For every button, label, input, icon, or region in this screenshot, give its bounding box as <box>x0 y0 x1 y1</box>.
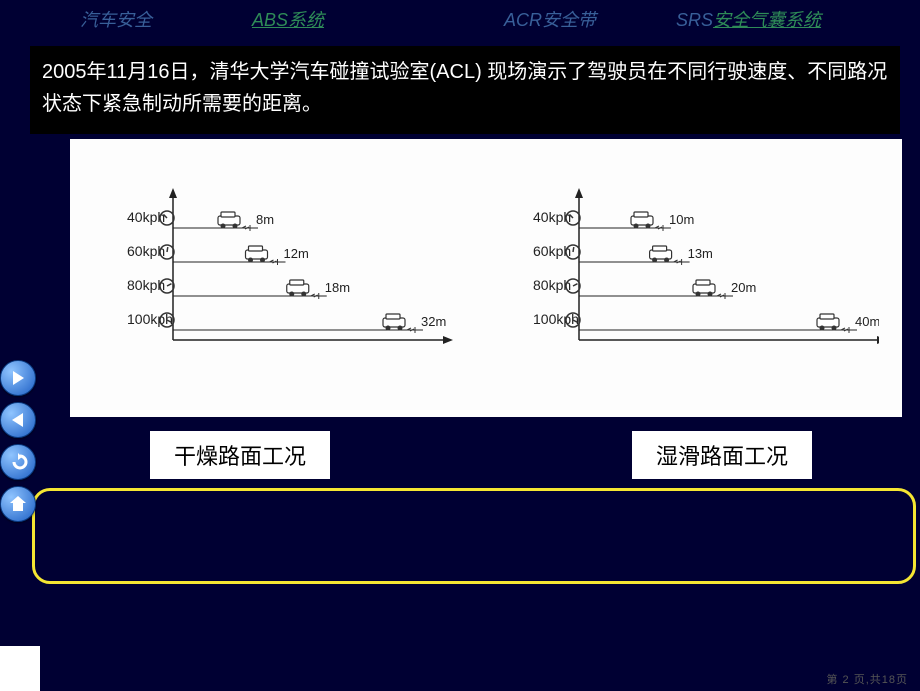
svg-text:10m: 10m <box>669 212 694 227</box>
svg-text:8m: 8m <box>256 212 274 227</box>
return-button[interactable] <box>0 444 36 480</box>
nav-item-abs[interactable]: ABS系统 <box>252 6 324 32</box>
prev-button[interactable] <box>0 402 36 438</box>
nav-item-srs[interactable]: SRS安全气囊系统 <box>676 6 821 32</box>
svg-text:40m: 40m <box>855 314 879 329</box>
nav-item-acr[interactable]: ACR安全带 <box>504 6 596 32</box>
chart-panel: 40kph8m60kph12m80kph18m100kph32m 40kph10… <box>70 139 902 417</box>
side-nav-buttons <box>0 360 36 522</box>
prev-icon <box>8 410 28 430</box>
next-button[interactable] <box>0 360 36 396</box>
svg-text:20m: 20m <box>731 280 756 295</box>
svg-text:32m: 32m <box>421 314 446 329</box>
svg-text:13m: 13m <box>688 246 713 261</box>
wet-road-chart: 40kph10m60kph13m80kph20m100kph40m <box>499 178 879 378</box>
nav-srs-prefix: SRS <box>676 10 713 30</box>
svg-text:18m: 18m <box>325 280 350 295</box>
home-icon <box>8 494 28 514</box>
nav-item-safety[interactable]: 汽车安全 <box>80 6 152 32</box>
home-button[interactable] <box>0 486 36 522</box>
chart-captions: 干燥路面工况 湿滑路面工况 <box>70 431 902 479</box>
dry-road-chart: 40kph8m60kph12m80kph18m100kph32m <box>93 178 473 378</box>
next-icon <box>8 368 28 388</box>
intro-text-block: 2005年11月16日，清华大学汽车碰撞试验室(ACL) 现场演示了驾驶员在不同… <box>30 46 900 134</box>
top-nav: 汽车安全 ABS系统 ACR安全带 SRS安全气囊系统 <box>0 0 920 38</box>
nav-srs-link: 安全气囊系统 <box>713 10 821 30</box>
caption-dry: 干燥路面工况 <box>150 431 330 479</box>
caption-wet: 湿滑路面工况 <box>632 431 812 479</box>
svg-text:12m: 12m <box>284 246 309 261</box>
slide-indicator: 第 2 页,共18页 <box>826 671 908 687</box>
return-icon <box>8 452 28 472</box>
highlight-box <box>32 488 916 584</box>
